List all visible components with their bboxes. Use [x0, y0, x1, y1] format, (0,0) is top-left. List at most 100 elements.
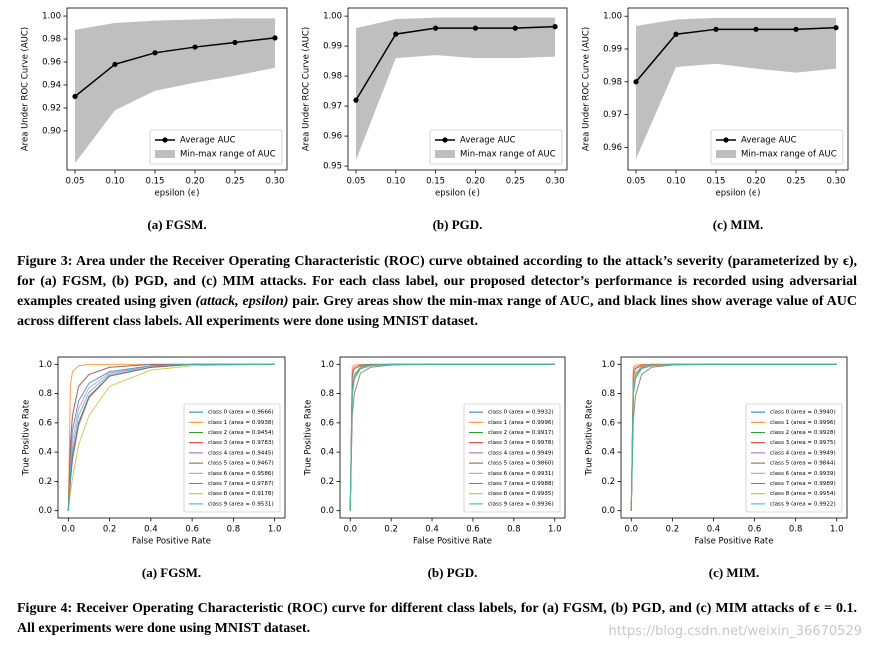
legend-label: class 8 (area = 0.9178)	[208, 491, 274, 497]
legend-label: class 6 (area = 0.9931)	[488, 471, 554, 477]
x-tick-label: 0.10	[667, 177, 686, 187]
axes-frame	[57, 356, 286, 519]
legend-label: class 4 (area = 0.9949)	[770, 450, 836, 456]
legend-box	[429, 129, 563, 165]
legend-label: class 3 (area = 0.9783)	[208, 440, 274, 446]
legend-label: class 6 (area = 0.9586)	[208, 471, 274, 477]
y-tick-label: 0.95	[323, 162, 342, 172]
x-tick-label: 0.4	[707, 525, 721, 535]
axes-frame	[339, 356, 566, 519]
x-tick-label: 0.8	[507, 525, 521, 535]
y-tick-label: 0.8	[601, 389, 615, 399]
y-tick-label: 0.2	[38, 477, 52, 487]
x-tick-label: 0.10	[386, 177, 405, 187]
x-axis-label: False Positive Rate	[695, 537, 774, 547]
y-axis-label: True Positive Rate	[585, 400, 595, 477]
caption-italic: (attack, epsilon)	[195, 294, 289, 309]
point	[673, 31, 679, 37]
subfigure-caption: (b) PGD.	[427, 565, 478, 580]
x-tick-label: 0.20	[747, 177, 766, 187]
point	[393, 31, 399, 37]
legend-label: class 4 (area = 0.9949)	[488, 450, 554, 456]
subfigure-caption: (c) MIM.	[712, 217, 764, 232]
legend-label: class 5 (area = 0.9860)	[488, 461, 554, 467]
legend-label: class 1 (area = 0.9996)	[770, 420, 836, 426]
legend-label: Min-max range of AUC	[180, 150, 276, 160]
y-tick-label: 0.8	[38, 389, 52, 399]
x-tick-label: 0.05	[346, 177, 365, 187]
series-line	[355, 25, 556, 101]
y-tick-label: 1.00	[323, 12, 342, 22]
legend-label: Min-max range of AUC	[741, 150, 837, 160]
y-tick-label: 0.99	[323, 42, 342, 52]
y-tick-label: 0.6	[320, 418, 334, 428]
y-tick-label: 0.94	[42, 80, 61, 90]
x-tick-label: 0.25	[506, 177, 525, 187]
legend-label: class 2 (area = 0.9454)	[208, 430, 274, 436]
x-tick-label: 0.20	[466, 177, 485, 187]
point	[272, 35, 278, 41]
subfigure-caption: (a) FGSM.	[147, 217, 207, 232]
point	[753, 26, 759, 32]
axes-frame	[347, 7, 568, 171]
y-tick-label: 0.97	[603, 110, 622, 120]
figure-3-caption: Figure 3: Area under the Receiver Operat…	[17, 252, 857, 332]
y-tick-label: 0.4	[601, 448, 615, 458]
x-axis-label: epsilon (ϵ)	[155, 189, 200, 199]
legend-label: Average AUC	[741, 136, 797, 146]
x-tick-label: 0.0	[625, 525, 639, 535]
y-tick-label: 0.2	[320, 477, 334, 487]
y-tick-label: 0.0	[320, 506, 334, 516]
y-tick-label: 0.98	[323, 72, 342, 82]
legend-marker	[723, 137, 729, 143]
min-max-band	[75, 18, 275, 164]
legend-label: class 1 (area = 0.9938)	[208, 420, 274, 426]
legend-label: class 4 (area = 0.9445)	[208, 450, 274, 456]
series-line	[74, 37, 276, 98]
x-tick-label: 1.0	[548, 525, 562, 535]
y-tick-label: 1.00	[42, 12, 61, 22]
legend-label: class 8 (area = 0.9954)	[770, 491, 836, 497]
legend-label: class 9 (area = 0.9936)	[488, 501, 554, 507]
point	[833, 25, 839, 31]
x-tick-label: 0.15	[707, 177, 726, 187]
legend-swatch	[155, 150, 175, 158]
axes-frame	[66, 7, 288, 171]
axes-frame	[620, 356, 848, 519]
x-tick-label: 0.05	[627, 177, 646, 187]
y-axis-label: Area Under ROC Curve (AUC)	[302, 27, 312, 151]
y-tick-label: 0.90	[42, 126, 61, 136]
x-axis-label: False Positive Rate	[413, 537, 492, 547]
y-tick-label: 0.92	[42, 103, 61, 113]
x-tick-label: 1.0	[830, 525, 844, 535]
y-tick-label: 0.97	[323, 102, 342, 112]
x-tick-label: 0.15	[146, 177, 165, 187]
legend-label: class 0 (area = 0.9932)	[488, 410, 554, 416]
y-axis-label: True Positive Rate	[304, 400, 314, 477]
x-tick-label: 0.6	[748, 525, 762, 535]
legend-label: class 1 (area = 0.9996)	[488, 420, 554, 426]
y-axis-label: Area Under ROC Curve (AUC)	[21, 27, 31, 151]
series-line	[635, 26, 837, 83]
y-tick-label: 0.0	[38, 506, 52, 516]
y-tick-label: 0.96	[42, 58, 61, 68]
legend-label: class 7 (area = 0.9989)	[770, 481, 836, 487]
point	[112, 61, 118, 67]
legend-label: class 5 (area = 0.9844)	[770, 461, 836, 467]
subfigure-caption: (c) MIM.	[708, 565, 760, 580]
legend-label: class 0 (area = 0.9666)	[208, 410, 274, 416]
y-tick-label: 0.2	[601, 477, 615, 487]
legend-label: class 7 (area = 0.9988)	[488, 481, 554, 487]
y-axis-label: True Positive Rate	[22, 400, 32, 477]
legend-label: class 2 (area = 0.9917)	[488, 430, 554, 436]
legend-swatch	[435, 150, 455, 158]
point	[192, 44, 198, 50]
legend-label: class 3 (area = 0.9975)	[770, 440, 836, 446]
x-tick-label: 0.30	[546, 177, 565, 187]
x-tick-label: 0.2	[666, 525, 680, 535]
x-tick-label: 0.25	[226, 177, 245, 187]
legend-swatch	[716, 150, 736, 158]
point	[633, 79, 639, 85]
